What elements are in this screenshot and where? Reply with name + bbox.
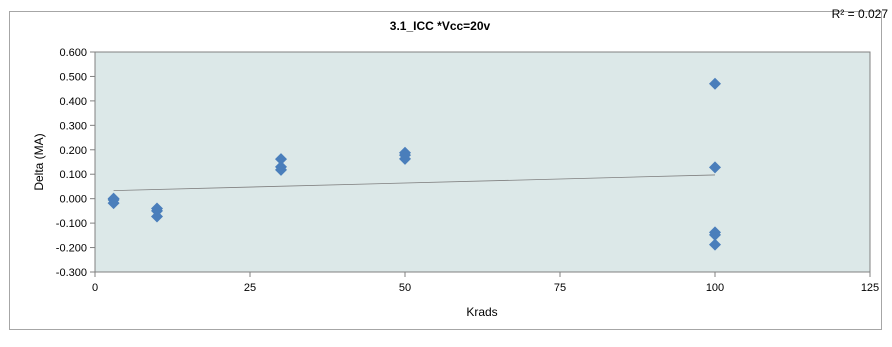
y-tick-label: 0.000 (59, 194, 87, 206)
y-tick-label: 0.100 (59, 169, 87, 181)
y-axis-label: Delta (MA) (32, 133, 46, 190)
data-point (107, 197, 120, 210)
data-point (709, 77, 721, 90)
y-tick-label: 0.500 (59, 71, 87, 83)
data-point (709, 238, 721, 251)
x-tick-label: 75 (554, 282, 566, 294)
x-axis-label: Krads (466, 305, 497, 319)
data-point (399, 152, 411, 165)
y-tick-label: -0.100 (56, 218, 87, 230)
data-point (151, 210, 163, 223)
y-tick-label: 0.300 (59, 120, 87, 132)
x-tick-label: 125 (861, 282, 879, 294)
data-point (275, 153, 287, 166)
plot-area (94, 51, 871, 273)
x-tick-label: 100 (706, 282, 724, 294)
y-tick-label: 0.400 (59, 96, 87, 108)
y-tick-label: -0.300 (56, 267, 87, 279)
y-tick-label: 0.600 (59, 47, 87, 59)
data-points (107, 77, 721, 251)
x-tick-label: 0 (92, 282, 98, 294)
x-tick-label: 25 (244, 282, 256, 294)
r-squared-label: R² = 0.027 (832, 7, 889, 21)
chart-title: 3.1_ICC *Vcc=20v (390, 19, 491, 33)
trendline (113, 174, 716, 191)
data-point (275, 163, 287, 176)
y-tick-label: 0.200 (59, 145, 87, 157)
trendline-layer (113, 174, 716, 191)
data-point (709, 228, 721, 241)
x-tick-label: 50 (399, 282, 411, 294)
axis-ticks: -0.300 -0.200 -0.100 0.000 0.100 0.200 0.300 0.… (56, 47, 879, 294)
data-point (709, 161, 721, 174)
y-tick-label: -0.200 (56, 243, 87, 255)
